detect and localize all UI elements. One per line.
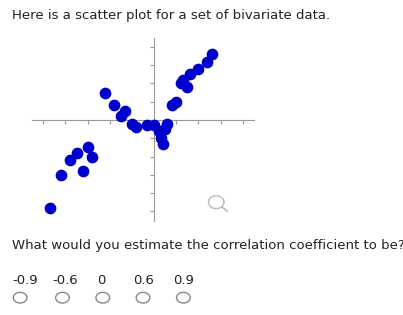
Text: What would you estimate the correlation coefficient to be?: What would you estimate the correlation … [12,239,403,252]
Point [162,127,168,132]
Point [160,141,166,146]
Point [47,205,53,210]
Point [158,136,164,141]
Point [102,90,109,95]
Point [184,85,191,90]
Point [129,121,135,126]
Text: 0.6: 0.6 [133,274,154,287]
Text: -0.6: -0.6 [52,274,78,287]
Point [122,108,129,113]
Point [85,145,91,150]
Point [195,66,202,72]
Point [151,123,157,128]
Point [209,52,215,57]
Point [118,114,124,119]
Point [133,125,140,130]
Point [180,77,186,82]
Point [89,154,95,159]
Text: 0.9: 0.9 [173,274,194,287]
Point [186,72,193,77]
Point [58,172,64,177]
Point [80,169,86,174]
Point [73,150,80,155]
Point [173,99,180,104]
Text: Here is a scatter plot for a set of bivariate data.: Here is a scatter plot for a set of biva… [12,9,330,22]
Point [168,103,175,108]
Point [156,129,162,134]
Point [164,121,171,126]
Point [178,81,184,86]
Text: -0.9: -0.9 [12,274,38,287]
Point [67,158,73,163]
Point [144,123,151,128]
Point [204,59,211,64]
Point [111,103,118,108]
Text: 0: 0 [97,274,105,287]
